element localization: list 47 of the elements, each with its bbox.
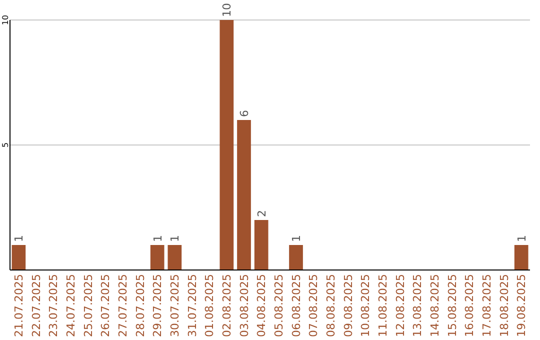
x-tick-label: 10.08.2025: [359, 274, 372, 337]
x-tick-label: 21.07.2025: [12, 274, 26, 337]
data-label: 10: [220, 3, 234, 17]
x-tick-label: 09.08.2025: [342, 274, 355, 337]
bar: [168, 245, 182, 270]
x-tick-label: 04.08.2025: [255, 274, 268, 337]
bar: [289, 245, 303, 270]
x-tick-label: 07.08.2025: [307, 274, 320, 337]
x-tick-label: 08.08.2025: [324, 274, 338, 337]
x-tick-label: 17.08.2025: [480, 274, 494, 337]
x-tick-label: 01.08.2025: [203, 274, 216, 337]
x-tick-label: 05.08.2025: [272, 274, 286, 337]
bar: [237, 120, 251, 270]
y-tick-label: 5: [1, 142, 10, 148]
x-tick-label: 28.07.2025: [134, 274, 147, 337]
data-label: 2: [255, 210, 268, 217]
x-tick-label: 03.08.2025: [238, 274, 251, 337]
data-label: 1: [151, 235, 164, 242]
data-label: 1: [515, 235, 528, 242]
bar: [150, 245, 164, 270]
bar: [12, 245, 26, 270]
x-tick-label: 15.08.2025: [446, 274, 459, 337]
x-tick-label: 27.07.2025: [116, 274, 130, 337]
bar: [514, 245, 528, 270]
data-label: 1: [168, 235, 182, 242]
x-tick-label: 25.07.2025: [82, 274, 95, 337]
data-label: 6: [238, 110, 251, 117]
data-label: 1: [290, 235, 303, 242]
x-tick-label: 26.07.2025: [99, 274, 112, 337]
x-tick-label: 30.07.2025: [168, 274, 182, 337]
data-label: 1: [12, 235, 26, 242]
x-tick-label: 22.07.2025: [30, 274, 43, 337]
x-tick-label: 29.07.2025: [151, 274, 164, 337]
x-tick-label: 02.08.2025: [220, 274, 234, 337]
bar: [220, 20, 234, 270]
x-tick-label: 11.08.2025: [376, 274, 390, 337]
x-tick-label: 18.08.2025: [498, 274, 511, 337]
x-tick-label: 16.08.2025: [463, 274, 476, 337]
x-tick-label: 31.07.2025: [186, 274, 199, 337]
x-tick-label: 14.08.2025: [428, 274, 442, 337]
x-tick-label: 23.07.2025: [47, 274, 60, 337]
x-tick-label: 24.07.2025: [64, 274, 78, 337]
x-tick-label: 19.08.2025: [515, 274, 528, 337]
bar: [254, 220, 268, 270]
x-tick-label: 06.08.2025: [290, 274, 303, 337]
x-tick-label: 12.08.2025: [394, 274, 407, 337]
x-tick-label: 13.08.2025: [411, 274, 424, 337]
